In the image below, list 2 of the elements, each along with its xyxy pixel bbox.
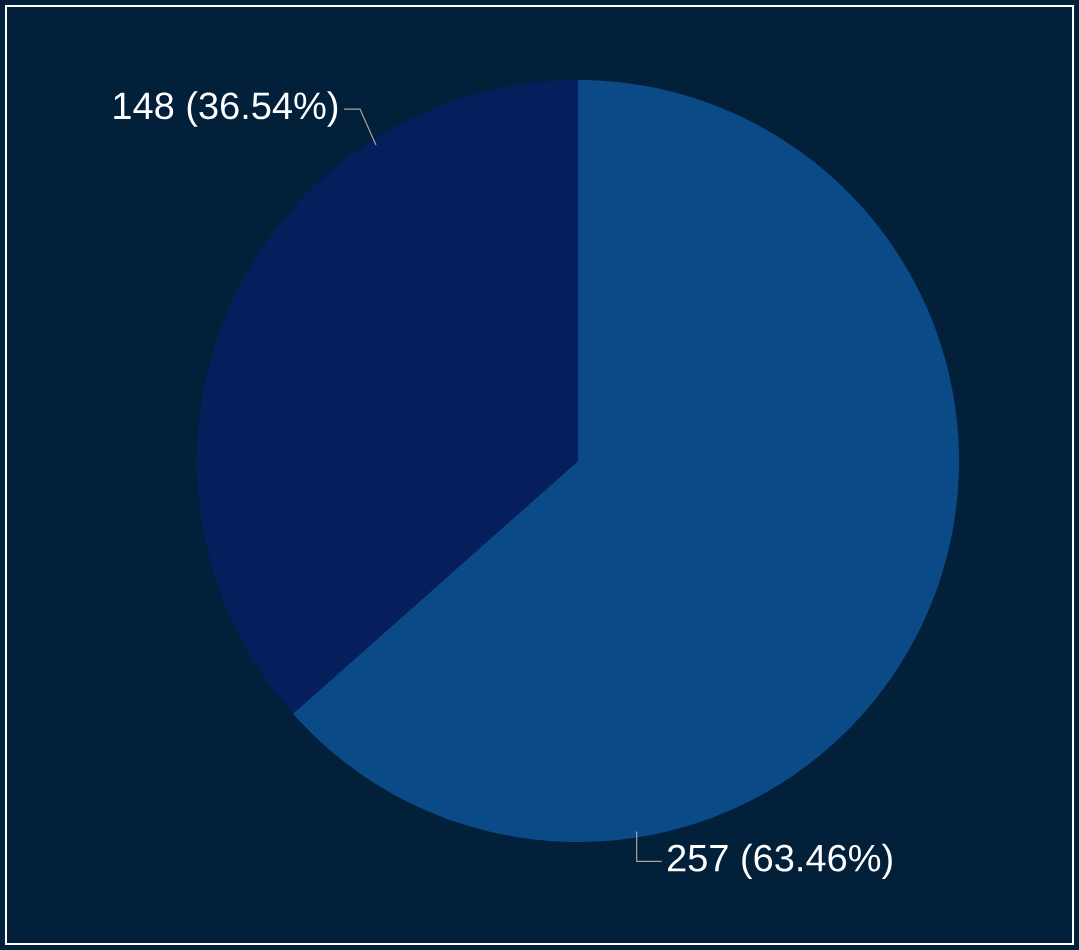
data-label: 148 (36.54%): [114, 91, 338, 127]
data-label: 257 (63.46%): [667, 843, 892, 880]
